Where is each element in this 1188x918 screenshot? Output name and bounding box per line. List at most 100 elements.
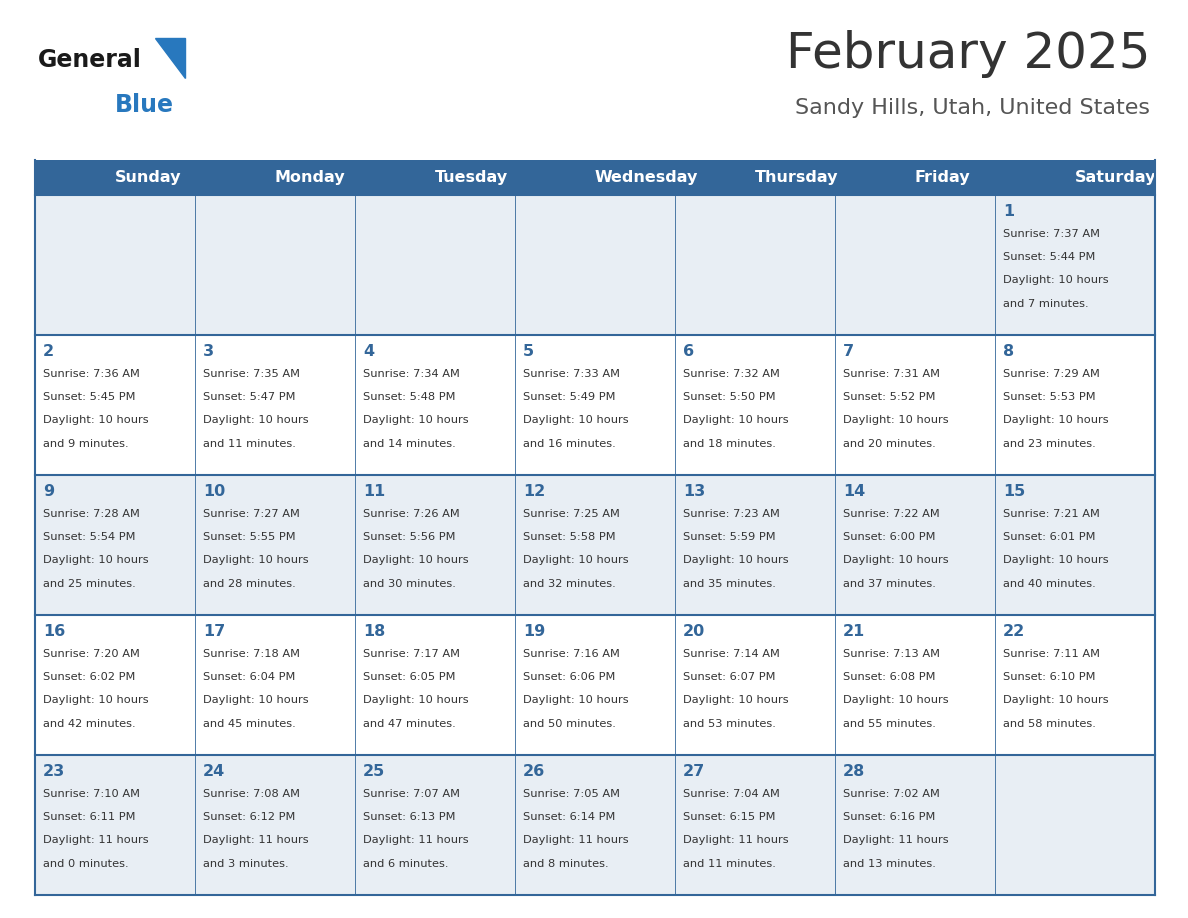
Text: Daylight: 10 hours: Daylight: 10 hours bbox=[683, 555, 789, 565]
Text: Sunset: 6:06 PM: Sunset: 6:06 PM bbox=[523, 672, 615, 682]
Text: and 9 minutes.: and 9 minutes. bbox=[43, 439, 128, 449]
Text: Sunset: 5:45 PM: Sunset: 5:45 PM bbox=[43, 392, 135, 402]
Text: Sunset: 5:55 PM: Sunset: 5:55 PM bbox=[203, 532, 296, 542]
Text: Sunset: 6:12 PM: Sunset: 6:12 PM bbox=[203, 812, 296, 822]
Text: 4: 4 bbox=[364, 344, 374, 359]
Text: and 11 minutes.: and 11 minutes. bbox=[203, 439, 296, 449]
Text: and 20 minutes.: and 20 minutes. bbox=[843, 439, 936, 449]
Text: and 3 minutes.: and 3 minutes. bbox=[203, 858, 289, 868]
Text: Sunset: 5:52 PM: Sunset: 5:52 PM bbox=[843, 392, 935, 402]
Text: and 30 minutes.: and 30 minutes. bbox=[364, 578, 456, 588]
Bar bbox=[34, 475, 1155, 615]
Text: Daylight: 10 hours: Daylight: 10 hours bbox=[364, 695, 468, 705]
Text: Daylight: 10 hours: Daylight: 10 hours bbox=[1003, 695, 1108, 705]
Text: Daylight: 10 hours: Daylight: 10 hours bbox=[843, 555, 949, 565]
Text: Sunrise: 7:31 AM: Sunrise: 7:31 AM bbox=[843, 369, 940, 379]
Text: Sunrise: 7:32 AM: Sunrise: 7:32 AM bbox=[683, 369, 779, 379]
Bar bbox=[34, 335, 1155, 475]
Text: Sunrise: 7:37 AM: Sunrise: 7:37 AM bbox=[1003, 229, 1100, 239]
Text: Daylight: 11 hours: Daylight: 11 hours bbox=[683, 835, 789, 845]
Text: Sunset: 6:07 PM: Sunset: 6:07 PM bbox=[683, 672, 776, 682]
Text: 17: 17 bbox=[203, 624, 226, 639]
Text: Sunset: 6:04 PM: Sunset: 6:04 PM bbox=[203, 672, 296, 682]
Text: Sunrise: 7:08 AM: Sunrise: 7:08 AM bbox=[203, 789, 301, 799]
Text: and 55 minutes.: and 55 minutes. bbox=[843, 719, 936, 729]
Text: Sunset: 5:44 PM: Sunset: 5:44 PM bbox=[1003, 252, 1095, 262]
Text: 1: 1 bbox=[1003, 204, 1015, 219]
Text: Sunset: 5:53 PM: Sunset: 5:53 PM bbox=[1003, 392, 1095, 402]
Text: Daylight: 11 hours: Daylight: 11 hours bbox=[523, 835, 628, 845]
Text: and 25 minutes.: and 25 minutes. bbox=[43, 578, 135, 588]
Text: Sunrise: 7:35 AM: Sunrise: 7:35 AM bbox=[203, 369, 301, 379]
Text: and 7 minutes.: and 7 minutes. bbox=[1003, 298, 1088, 308]
Text: Sunrise: 7:02 AM: Sunrise: 7:02 AM bbox=[843, 789, 940, 799]
Text: and 28 minutes.: and 28 minutes. bbox=[203, 578, 296, 588]
Text: and 50 minutes.: and 50 minutes. bbox=[523, 719, 615, 729]
Text: Sunrise: 7:04 AM: Sunrise: 7:04 AM bbox=[683, 789, 779, 799]
Text: Daylight: 11 hours: Daylight: 11 hours bbox=[43, 835, 148, 845]
Text: and 37 minutes.: and 37 minutes. bbox=[843, 578, 936, 588]
Text: and 18 minutes.: and 18 minutes. bbox=[683, 439, 776, 449]
Text: Saturday: Saturday bbox=[1075, 170, 1156, 185]
Text: 5: 5 bbox=[523, 344, 535, 359]
Text: Sunset: 6:08 PM: Sunset: 6:08 PM bbox=[843, 672, 935, 682]
Bar bbox=[34, 615, 1155, 755]
Text: Daylight: 10 hours: Daylight: 10 hours bbox=[364, 555, 468, 565]
Text: Daylight: 10 hours: Daylight: 10 hours bbox=[1003, 275, 1108, 285]
Text: Daylight: 10 hours: Daylight: 10 hours bbox=[203, 555, 309, 565]
Text: 27: 27 bbox=[683, 764, 706, 779]
Text: Daylight: 10 hours: Daylight: 10 hours bbox=[523, 415, 628, 425]
Polygon shape bbox=[154, 38, 185, 78]
Text: General: General bbox=[38, 48, 141, 72]
Text: and 13 minutes.: and 13 minutes. bbox=[843, 858, 936, 868]
Text: Sunset: 6:14 PM: Sunset: 6:14 PM bbox=[523, 812, 615, 822]
Text: and 45 minutes.: and 45 minutes. bbox=[203, 719, 296, 729]
Text: 11: 11 bbox=[364, 484, 385, 499]
Text: Daylight: 10 hours: Daylight: 10 hours bbox=[683, 415, 789, 425]
Text: Sunrise: 7:11 AM: Sunrise: 7:11 AM bbox=[1003, 649, 1100, 659]
Text: and 8 minutes.: and 8 minutes. bbox=[523, 858, 608, 868]
Text: Sunset: 6:13 PM: Sunset: 6:13 PM bbox=[364, 812, 455, 822]
Text: 26: 26 bbox=[523, 764, 545, 779]
Text: and 32 minutes.: and 32 minutes. bbox=[523, 578, 615, 588]
Text: Sunset: 5:50 PM: Sunset: 5:50 PM bbox=[683, 392, 776, 402]
Text: 24: 24 bbox=[203, 764, 226, 779]
Bar bbox=[34, 195, 1155, 335]
Text: 15: 15 bbox=[1003, 484, 1025, 499]
Text: Daylight: 10 hours: Daylight: 10 hours bbox=[43, 555, 148, 565]
Text: Sunset: 5:54 PM: Sunset: 5:54 PM bbox=[43, 532, 135, 542]
Text: and 58 minutes.: and 58 minutes. bbox=[1003, 719, 1095, 729]
Text: 28: 28 bbox=[843, 764, 865, 779]
Text: 9: 9 bbox=[43, 484, 55, 499]
Text: 2: 2 bbox=[43, 344, 55, 359]
Text: Sunrise: 7:34 AM: Sunrise: 7:34 AM bbox=[364, 369, 460, 379]
Text: Sunrise: 7:14 AM: Sunrise: 7:14 AM bbox=[683, 649, 779, 659]
Text: Sunrise: 7:36 AM: Sunrise: 7:36 AM bbox=[43, 369, 140, 379]
Text: Daylight: 10 hours: Daylight: 10 hours bbox=[843, 415, 949, 425]
Text: Wednesday: Wednesday bbox=[595, 170, 699, 185]
Text: February 2025: February 2025 bbox=[785, 30, 1150, 78]
Text: 23: 23 bbox=[43, 764, 65, 779]
Text: Sunset: 5:47 PM: Sunset: 5:47 PM bbox=[203, 392, 296, 402]
Text: 16: 16 bbox=[43, 624, 65, 639]
Text: 10: 10 bbox=[203, 484, 226, 499]
Text: Thursday: Thursday bbox=[756, 170, 839, 185]
Text: Blue: Blue bbox=[115, 93, 173, 117]
Text: Sunrise: 7:21 AM: Sunrise: 7:21 AM bbox=[1003, 509, 1100, 519]
Text: 8: 8 bbox=[1003, 344, 1015, 359]
Text: Sunrise: 7:20 AM: Sunrise: 7:20 AM bbox=[43, 649, 140, 659]
Text: Sunset: 6:11 PM: Sunset: 6:11 PM bbox=[43, 812, 135, 822]
Text: Sunrise: 7:18 AM: Sunrise: 7:18 AM bbox=[203, 649, 301, 659]
Text: Monday: Monday bbox=[274, 170, 346, 185]
Text: Sunrise: 7:10 AM: Sunrise: 7:10 AM bbox=[43, 789, 140, 799]
Text: Sunrise: 7:29 AM: Sunrise: 7:29 AM bbox=[1003, 369, 1100, 379]
Text: Sunrise: 7:16 AM: Sunrise: 7:16 AM bbox=[523, 649, 620, 659]
Text: and 14 minutes.: and 14 minutes. bbox=[364, 439, 456, 449]
Text: Daylight: 11 hours: Daylight: 11 hours bbox=[203, 835, 309, 845]
Text: Sunset: 6:02 PM: Sunset: 6:02 PM bbox=[43, 672, 135, 682]
Text: Daylight: 11 hours: Daylight: 11 hours bbox=[843, 835, 949, 845]
Text: 21: 21 bbox=[843, 624, 865, 639]
Text: and 23 minutes.: and 23 minutes. bbox=[1003, 439, 1095, 449]
Text: Sunrise: 7:33 AM: Sunrise: 7:33 AM bbox=[523, 369, 620, 379]
Text: Sunrise: 7:22 AM: Sunrise: 7:22 AM bbox=[843, 509, 940, 519]
